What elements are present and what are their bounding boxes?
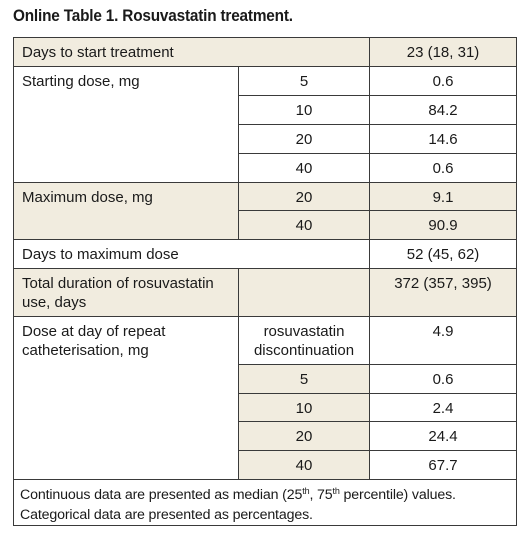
footnote-line1: Continuous data are presented as median … [20,486,456,504]
value-cell: 24.4 [369,421,518,451]
value-cell: 0.6 [369,364,518,394]
value-cell: 9.1 [369,182,518,211]
empty-cell [237,268,371,317]
table-title: Online Table 1. Rosuvastatin treatment. [13,7,293,25]
footnote-text: , 75 [309,487,333,503]
footnote-text: percentile) values. [339,487,456,503]
dose-cell: 10 [237,393,371,422]
table-row: Days to maximum dose 52 (45, 62) [12,239,518,269]
footnote-text: Continuous data are presented as median … [20,487,303,503]
row-value: 52 (45, 62) [369,239,518,269]
value-cell: 14.6 [369,124,518,154]
dose-cell: 10 [237,95,371,125]
table-row: 20 14.6 [14,124,518,154]
footnote-row: Continuous data are presented as median … [12,479,518,526]
table-row: 40 90.9 [14,210,518,240]
table-row: 20 24.4 [14,421,518,451]
table-row: 40 0.6 [14,153,518,183]
dose-cell: 40 [237,450,371,480]
dose-cell: 40 [237,210,371,240]
row-value: 372 (357, 395) [369,268,518,317]
table-row: Days to start treatment 23 (18, 31) [12,37,518,67]
value-cell: 4.9 [369,316,518,365]
table-footnote: Continuous data are presented as median … [12,479,518,526]
dose-cell: 40 [237,153,371,183]
row-label: Days to maximum dose [12,239,371,269]
table-row: Dose at day of repeat catheterisation, m… [13,316,518,480]
table-row: Total duration of rosuvastatin use, days… [13,268,518,317]
dose-cell: 5 [237,364,371,394]
value-cell: 90.9 [369,210,518,240]
value-cell: 84.2 [369,95,518,125]
value-cell: 0.6 [369,66,518,96]
row-label: Days to start treatment [12,37,371,67]
dose-cell: rosuvastatin discontinuation [237,316,371,365]
dose-cell: 20 [237,182,371,211]
table-row: 10 84.2 [14,95,518,125]
table-row: 5 0.6 [14,364,518,394]
footnote-sup: th [302,486,310,496]
dose-cell: 20 [237,421,371,451]
dose-cell: 20 [237,124,371,154]
value-cell: 67.7 [369,450,518,480]
row-value: 23 (18, 31) [369,37,518,67]
row-label: Dose at day of repeat catheterisation, m… [13,316,239,480]
row-label: Maximum dose, mg [13,182,239,240]
footnote-sup: th [332,486,340,496]
footnote-line2: Categorical data are presented as percen… [20,507,313,523]
rosuvastatin-table: Days to start treatment 23 (18, 31) Star… [12,37,518,526]
table-row: Maximum dose, mg 20 9.1 [13,182,518,240]
table-row: Starting dose, mg 5 0.6 [13,66,518,183]
value-cell: 2.4 [369,393,518,422]
row-label: Total duration of rosuvastatin use, days [13,268,239,317]
dose-cell: 5 [237,66,371,96]
row-label: Starting dose, mg [13,66,239,183]
value-cell: 0.6 [369,153,518,183]
